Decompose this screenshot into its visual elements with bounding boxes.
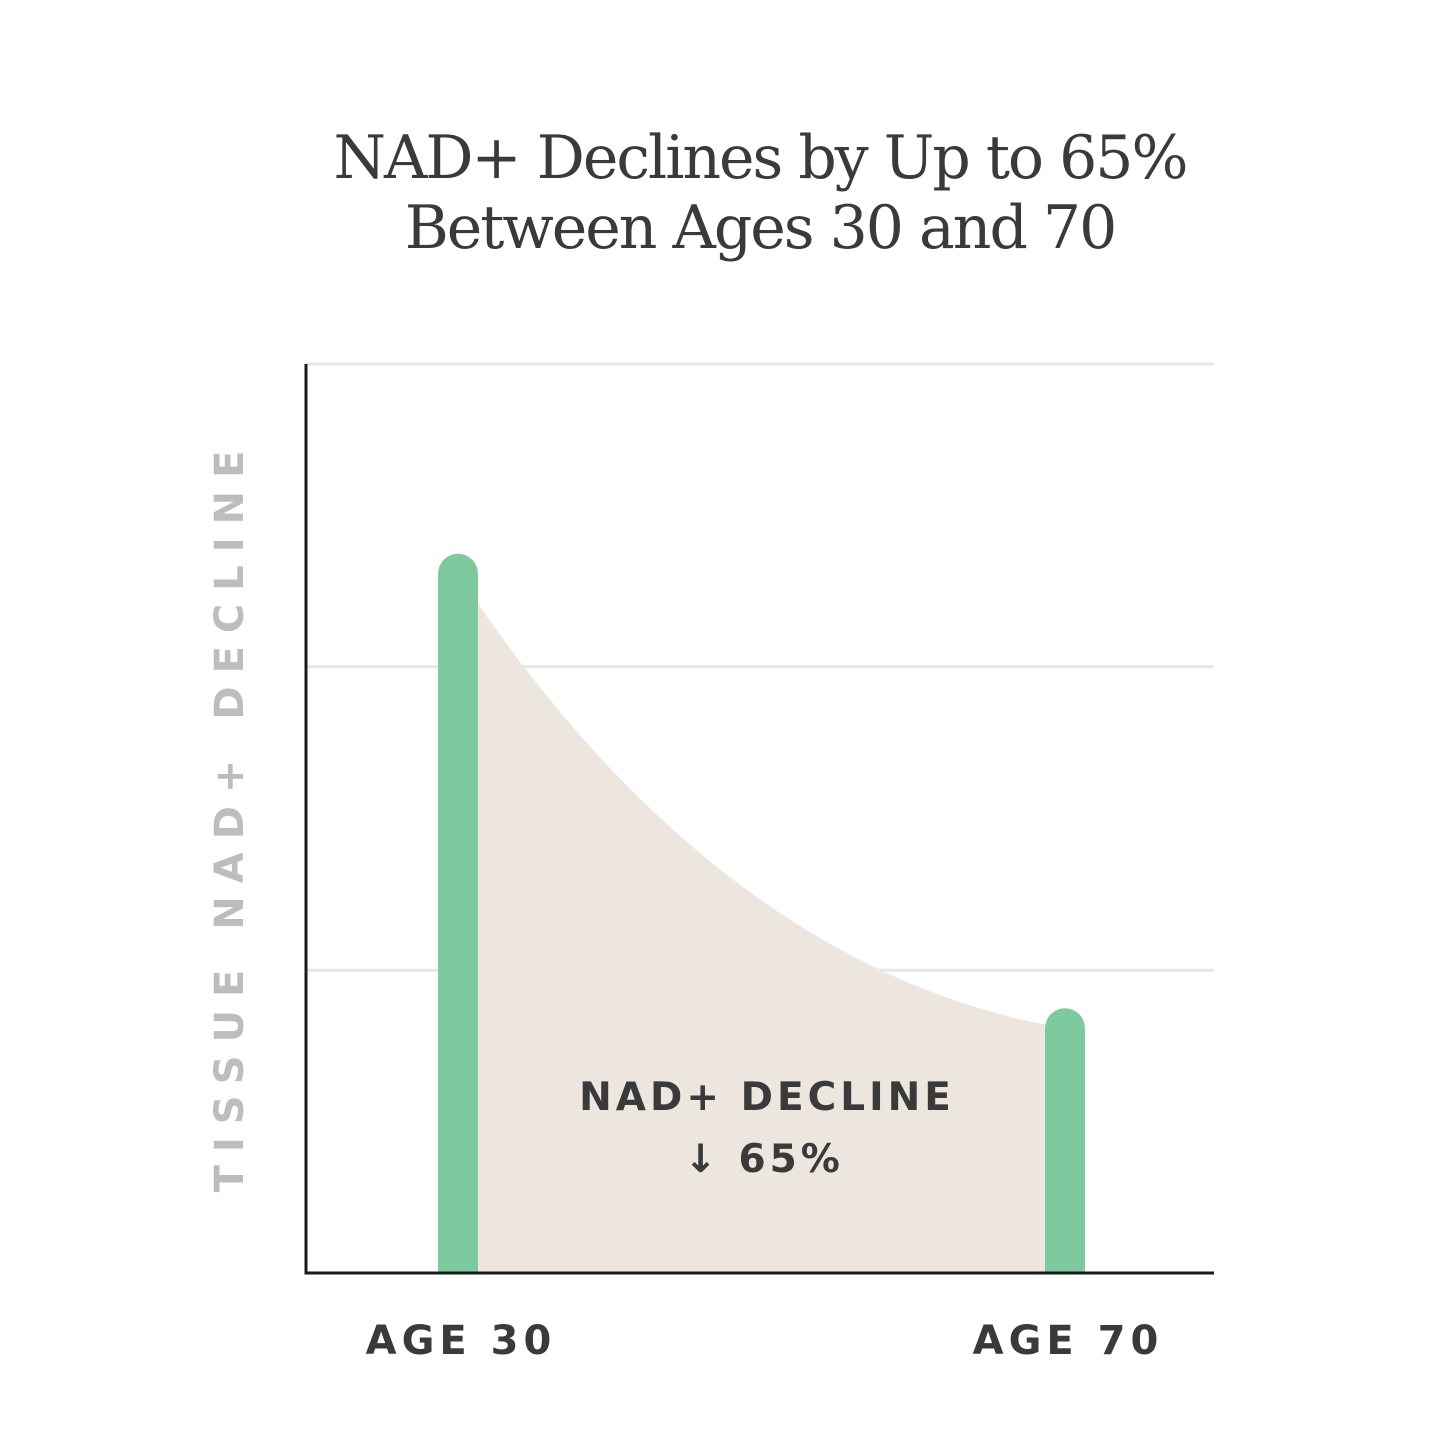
axes — [304, 364, 1214, 1275]
x-tick-label: AGE 30 — [366, 1318, 557, 1364]
decline-annotation: NAD+ DECLINE ↓ 65% — [579, 1075, 955, 1182]
x-tick-labels: AGE 30 AGE 70 — [366, 1318, 1164, 1364]
annotation-line-1: NAD+ DECLINE — [579, 1075, 955, 1120]
annotation-line-2: ↓ 65% — [684, 1137, 844, 1182]
bars — [438, 553, 1085, 1273]
bar-age-30 — [438, 553, 478, 1273]
x-tick-label: AGE 70 — [973, 1318, 1164, 1364]
chart-title-line-2: Between Ages 30 and 70 — [405, 193, 1116, 263]
y-axis-label: TISSUE NAD+ DECLINE — [207, 438, 253, 1193]
bar-age-70 — [1045, 1008, 1085, 1273]
decline-area — [458, 573, 1065, 1273]
chart-title-line-1: NAD+ Declines by Up to 65% — [334, 123, 1187, 193]
chart-title: NAD+ Declines by Up to 65% Between Ages … — [334, 123, 1189, 263]
